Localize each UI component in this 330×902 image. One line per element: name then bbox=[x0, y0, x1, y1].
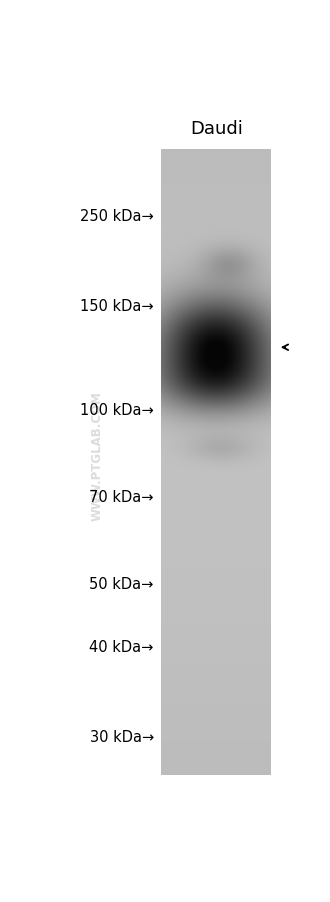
Text: 50 kDa→: 50 kDa→ bbox=[89, 576, 154, 592]
Text: 70 kDa→: 70 kDa→ bbox=[89, 490, 154, 505]
Text: 40 kDa→: 40 kDa→ bbox=[89, 639, 154, 654]
Text: Daudi: Daudi bbox=[190, 119, 243, 137]
Text: 150 kDa→: 150 kDa→ bbox=[80, 299, 154, 314]
Text: 100 kDa→: 100 kDa→ bbox=[80, 403, 154, 418]
Text: WWW.PTGLAB.COM: WWW.PTGLAB.COM bbox=[91, 391, 104, 520]
Text: 30 kDa→: 30 kDa→ bbox=[89, 730, 154, 744]
Text: 250 kDa→: 250 kDa→ bbox=[80, 208, 154, 224]
